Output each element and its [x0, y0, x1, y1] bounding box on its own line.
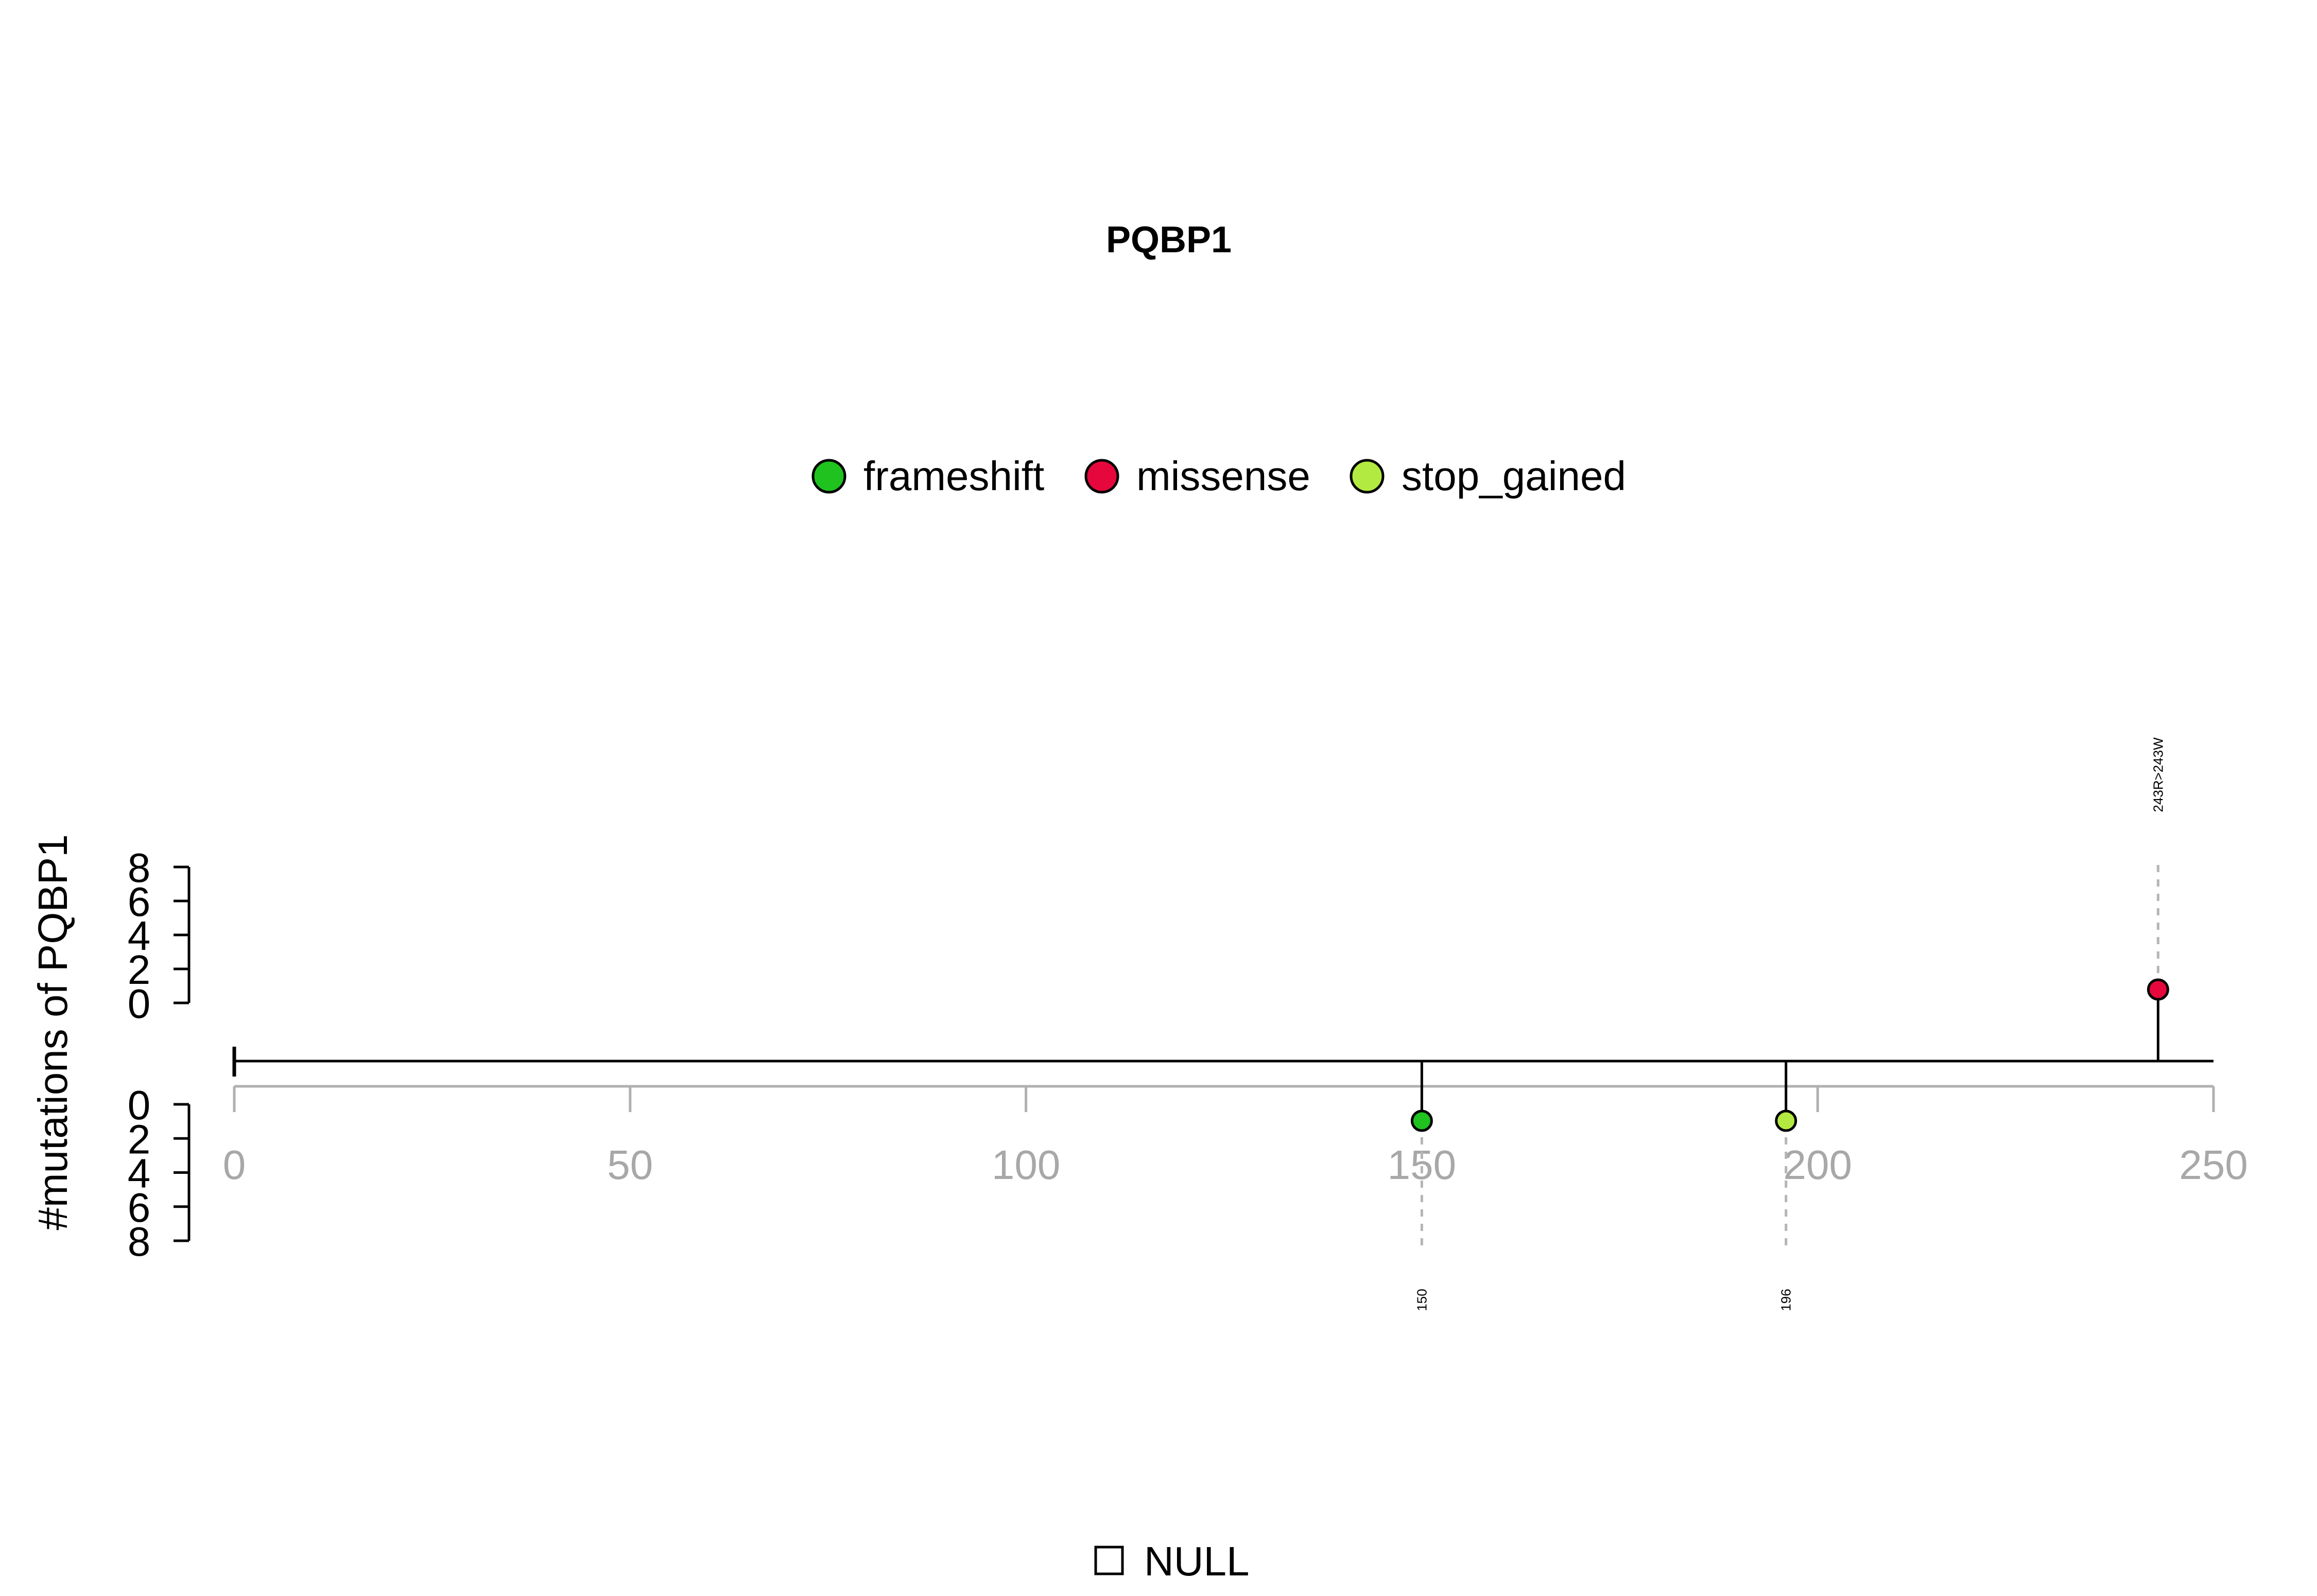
mutation-point — [2147, 978, 2169, 1001]
y-upper-tick-label-2: 4 — [128, 913, 151, 959]
y-upper-tick-label-4: 0 — [128, 981, 151, 1027]
x-tick-label-2: 100 — [992, 1142, 1060, 1188]
legend-label-frameshift: frameshift — [863, 453, 1044, 499]
y-lower-tick-label-0: 0 — [128, 1082, 151, 1128]
legend-swatch-frameshift — [811, 459, 846, 494]
x-tick-label-1: 50 — [607, 1142, 653, 1188]
y-lower-tick-label-3: 6 — [128, 1185, 151, 1230]
y-upper-tick-label-0: 8 — [128, 845, 151, 891]
domain-legend: NULL — [1094, 1538, 1250, 1584]
y-lower-tick-label-1: 2 — [128, 1116, 151, 1162]
y-upper-tick-label-3: 2 — [128, 947, 151, 993]
legend-swatch-missense — [1084, 459, 1119, 494]
mutation-196: 196 — [1775, 1061, 1797, 1311]
x-axis: 0 50 100 150 200 250 — [223, 1085, 2248, 1188]
legend-label-stop_gained: stop_gained — [1402, 453, 1626, 499]
mutation-label: 243R>243W — [2150, 737, 2166, 812]
legend-label-missense: missense — [1136, 453, 1310, 499]
mutation-243R>243W: 243R>243W — [2147, 737, 2169, 1061]
chart-title: PQBP1 — [1106, 219, 1232, 261]
domain-legend-box — [1094, 1546, 1124, 1575]
y-lower-tick-label-2: 4 — [128, 1151, 151, 1196]
mutation-point — [1410, 1109, 1433, 1132]
x-tick-label-5: 250 — [2179, 1142, 2247, 1188]
y-upper-tick-label-1: 6 — [128, 879, 151, 925]
mutations: 150 196 243R>243W — [1410, 737, 2169, 1311]
legend-swatch-stop_gained — [1350, 459, 1385, 494]
mutation-point — [1775, 1109, 1797, 1132]
mutation-label: 196 — [1778, 1289, 1794, 1311]
x-tick-label-3: 150 — [1388, 1142, 1456, 1188]
mutation-label: 150 — [1414, 1289, 1429, 1311]
y-axis-label: #mutations of PQBP1 — [30, 834, 76, 1230]
domain-legend-label: NULL — [1144, 1538, 1250, 1584]
x-tick-label-4: 200 — [1783, 1142, 1852, 1188]
mutation-150: 150 — [1410, 1061, 1433, 1311]
x-tick-label-0: 0 — [223, 1142, 246, 1188]
legend: frameshift missense stop_gained — [811, 453, 1626, 499]
y-lower-tick-label-4: 8 — [128, 1219, 151, 1264]
